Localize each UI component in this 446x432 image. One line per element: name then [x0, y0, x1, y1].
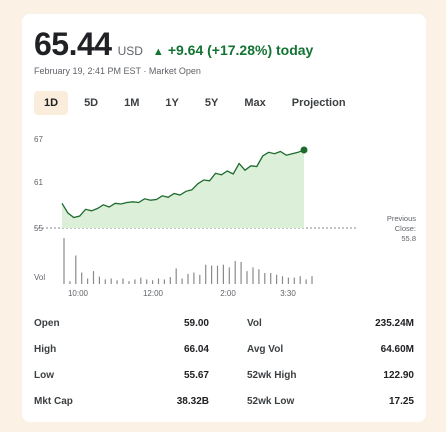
- market-timestamp: February 19, 2:41 PM EST · Market Open: [34, 66, 201, 76]
- volume-bar: [264, 273, 266, 284]
- current-price: 65.44: [34, 26, 112, 62]
- volume-bar: [293, 277, 295, 284]
- time-range-tabs: 1D 5D 1M 1Y 5Y Max Projection: [34, 90, 362, 116]
- volume-bar: [134, 279, 136, 284]
- price-header: 65.44 USD ▲ +9.64 (+17.28%) today: [34, 26, 313, 63]
- volume-bar: [181, 278, 183, 284]
- volume-bar: [240, 261, 242, 284]
- volume-bar: [146, 279, 148, 284]
- stat-row: Low 55.67 52wk High 122.90: [34, 366, 414, 392]
- tab-1d[interactable]: 1D: [34, 91, 69, 115]
- stat-value: 38.32B: [176, 396, 209, 407]
- previous-close-title: Previous: [386, 214, 416, 223]
- price-change-text: +9.64 (+17.28%) today: [167, 42, 314, 58]
- x-tick-label: 12:00: [143, 289, 164, 298]
- volume-bar: [116, 280, 118, 284]
- stat-value: 59.00: [183, 318, 209, 329]
- stat-label: 52wk High: [247, 370, 297, 381]
- tab-max[interactable]: Max: [244, 97, 266, 109]
- volume-bar: [205, 264, 207, 284]
- y-tick-label: 61: [34, 178, 43, 187]
- volume-bar: [252, 267, 254, 284]
- volume-bar: [140, 277, 142, 284]
- price-line: [61, 149, 305, 219]
- stat-value: 235.24M: [375, 318, 414, 329]
- stat-row: Mkt Cap 38.32B 52wk Low 17.25: [34, 392, 414, 418]
- volume-bar: [69, 281, 71, 284]
- volume-bar: [287, 277, 289, 284]
- tab-5y[interactable]: 5Y: [204, 97, 219, 109]
- volume-bar: [193, 272, 195, 284]
- volume-bar: [92, 271, 95, 284]
- volume-bar: [104, 279, 106, 284]
- stat-row: High 66.04 Avg Vol 64.60M: [34, 340, 414, 366]
- stat-value: 122.90: [383, 370, 414, 381]
- volume-bar: [75, 255, 77, 284]
- stat-label: Low: [34, 370, 54, 381]
- stat-label: Vol: [247, 318, 262, 329]
- previous-close-label: Previous Close: 55.8: [362, 214, 416, 244]
- volume-bar: [110, 278, 112, 284]
- volume-label: Vol: [34, 273, 45, 282]
- stats-table: Open 59.00 Vol 235.24M High 66.04 Avg Vo…: [34, 314, 414, 418]
- price-area-fill: [62, 150, 304, 228]
- volume-bar: [169, 277, 171, 284]
- volume-bar: [87, 278, 89, 284]
- volume-bar: [63, 238, 65, 284]
- stat-row: Open 59.00 Vol 235.24M: [34, 314, 414, 340]
- tab-1y[interactable]: 1Y: [165, 97, 179, 109]
- volume-bar: [311, 276, 313, 284]
- price-chart[interactable]: 67 61 55 Vol 10:00 12:00 2:00 3:30: [0, 0, 446, 310]
- volume-bar: [163, 279, 165, 284]
- volume-bar: [199, 274, 201, 284]
- up-arrow-icon: ▲: [152, 46, 164, 58]
- volume-bar: [175, 268, 177, 284]
- volume-bar: [234, 261, 236, 284]
- current-price-dot: [300, 146, 308, 154]
- currency-label: USD: [117, 44, 143, 58]
- volume-bar: [122, 278, 124, 284]
- volume-bar: [258, 269, 260, 284]
- stat-value: 66.04: [183, 344, 209, 355]
- stat-value: 55.67: [183, 370, 209, 381]
- volume-bar: [187, 273, 189, 284]
- stat-label: High: [34, 344, 57, 355]
- volume-bar: [81, 272, 83, 284]
- stat-label: Avg Vol: [247, 344, 284, 355]
- volume-bar: [228, 267, 230, 284]
- x-tick-label: 10:00: [68, 289, 89, 298]
- volume-bar: [276, 274, 278, 284]
- volume-bar: [98, 276, 100, 284]
- y-tick-label: 67: [34, 135, 43, 144]
- tab-projection[interactable]: Projection: [291, 97, 346, 109]
- volume-bar: [270, 273, 272, 284]
- price-change: ▲ +9.64 (+17.28%) today: [153, 42, 313, 58]
- stat-value: 17.25: [388, 396, 414, 407]
- y-tick-label: 55: [34, 224, 43, 233]
- volume-bar: [246, 271, 248, 284]
- tab-1m[interactable]: 1M: [124, 97, 140, 109]
- volume-bar: [281, 276, 284, 284]
- volume-bar: [157, 278, 160, 284]
- volume-bar: [299, 276, 301, 284]
- volume-bar: [305, 279, 307, 284]
- volume-bars: [63, 238, 313, 284]
- stat-label: Open: [34, 318, 60, 329]
- stat-label: 52wk Low: [247, 396, 295, 407]
- volume-bar: [128, 281, 130, 284]
- volume-bar: [211, 265, 213, 284]
- previous-close-caption: Close:: [394, 224, 416, 233]
- volume-bar: [152, 280, 154, 284]
- stat-value: 64.60M: [380, 344, 414, 355]
- previous-close-value: 55.8: [401, 234, 416, 243]
- volume-bar: [222, 264, 224, 284]
- volume-bar: [216, 265, 219, 284]
- x-tick-label: 3:30: [280, 289, 296, 298]
- x-tick-label: 2:00: [220, 289, 236, 298]
- tab-5d[interactable]: 5D: [84, 97, 99, 109]
- stat-label: Mkt Cap: [34, 396, 73, 407]
